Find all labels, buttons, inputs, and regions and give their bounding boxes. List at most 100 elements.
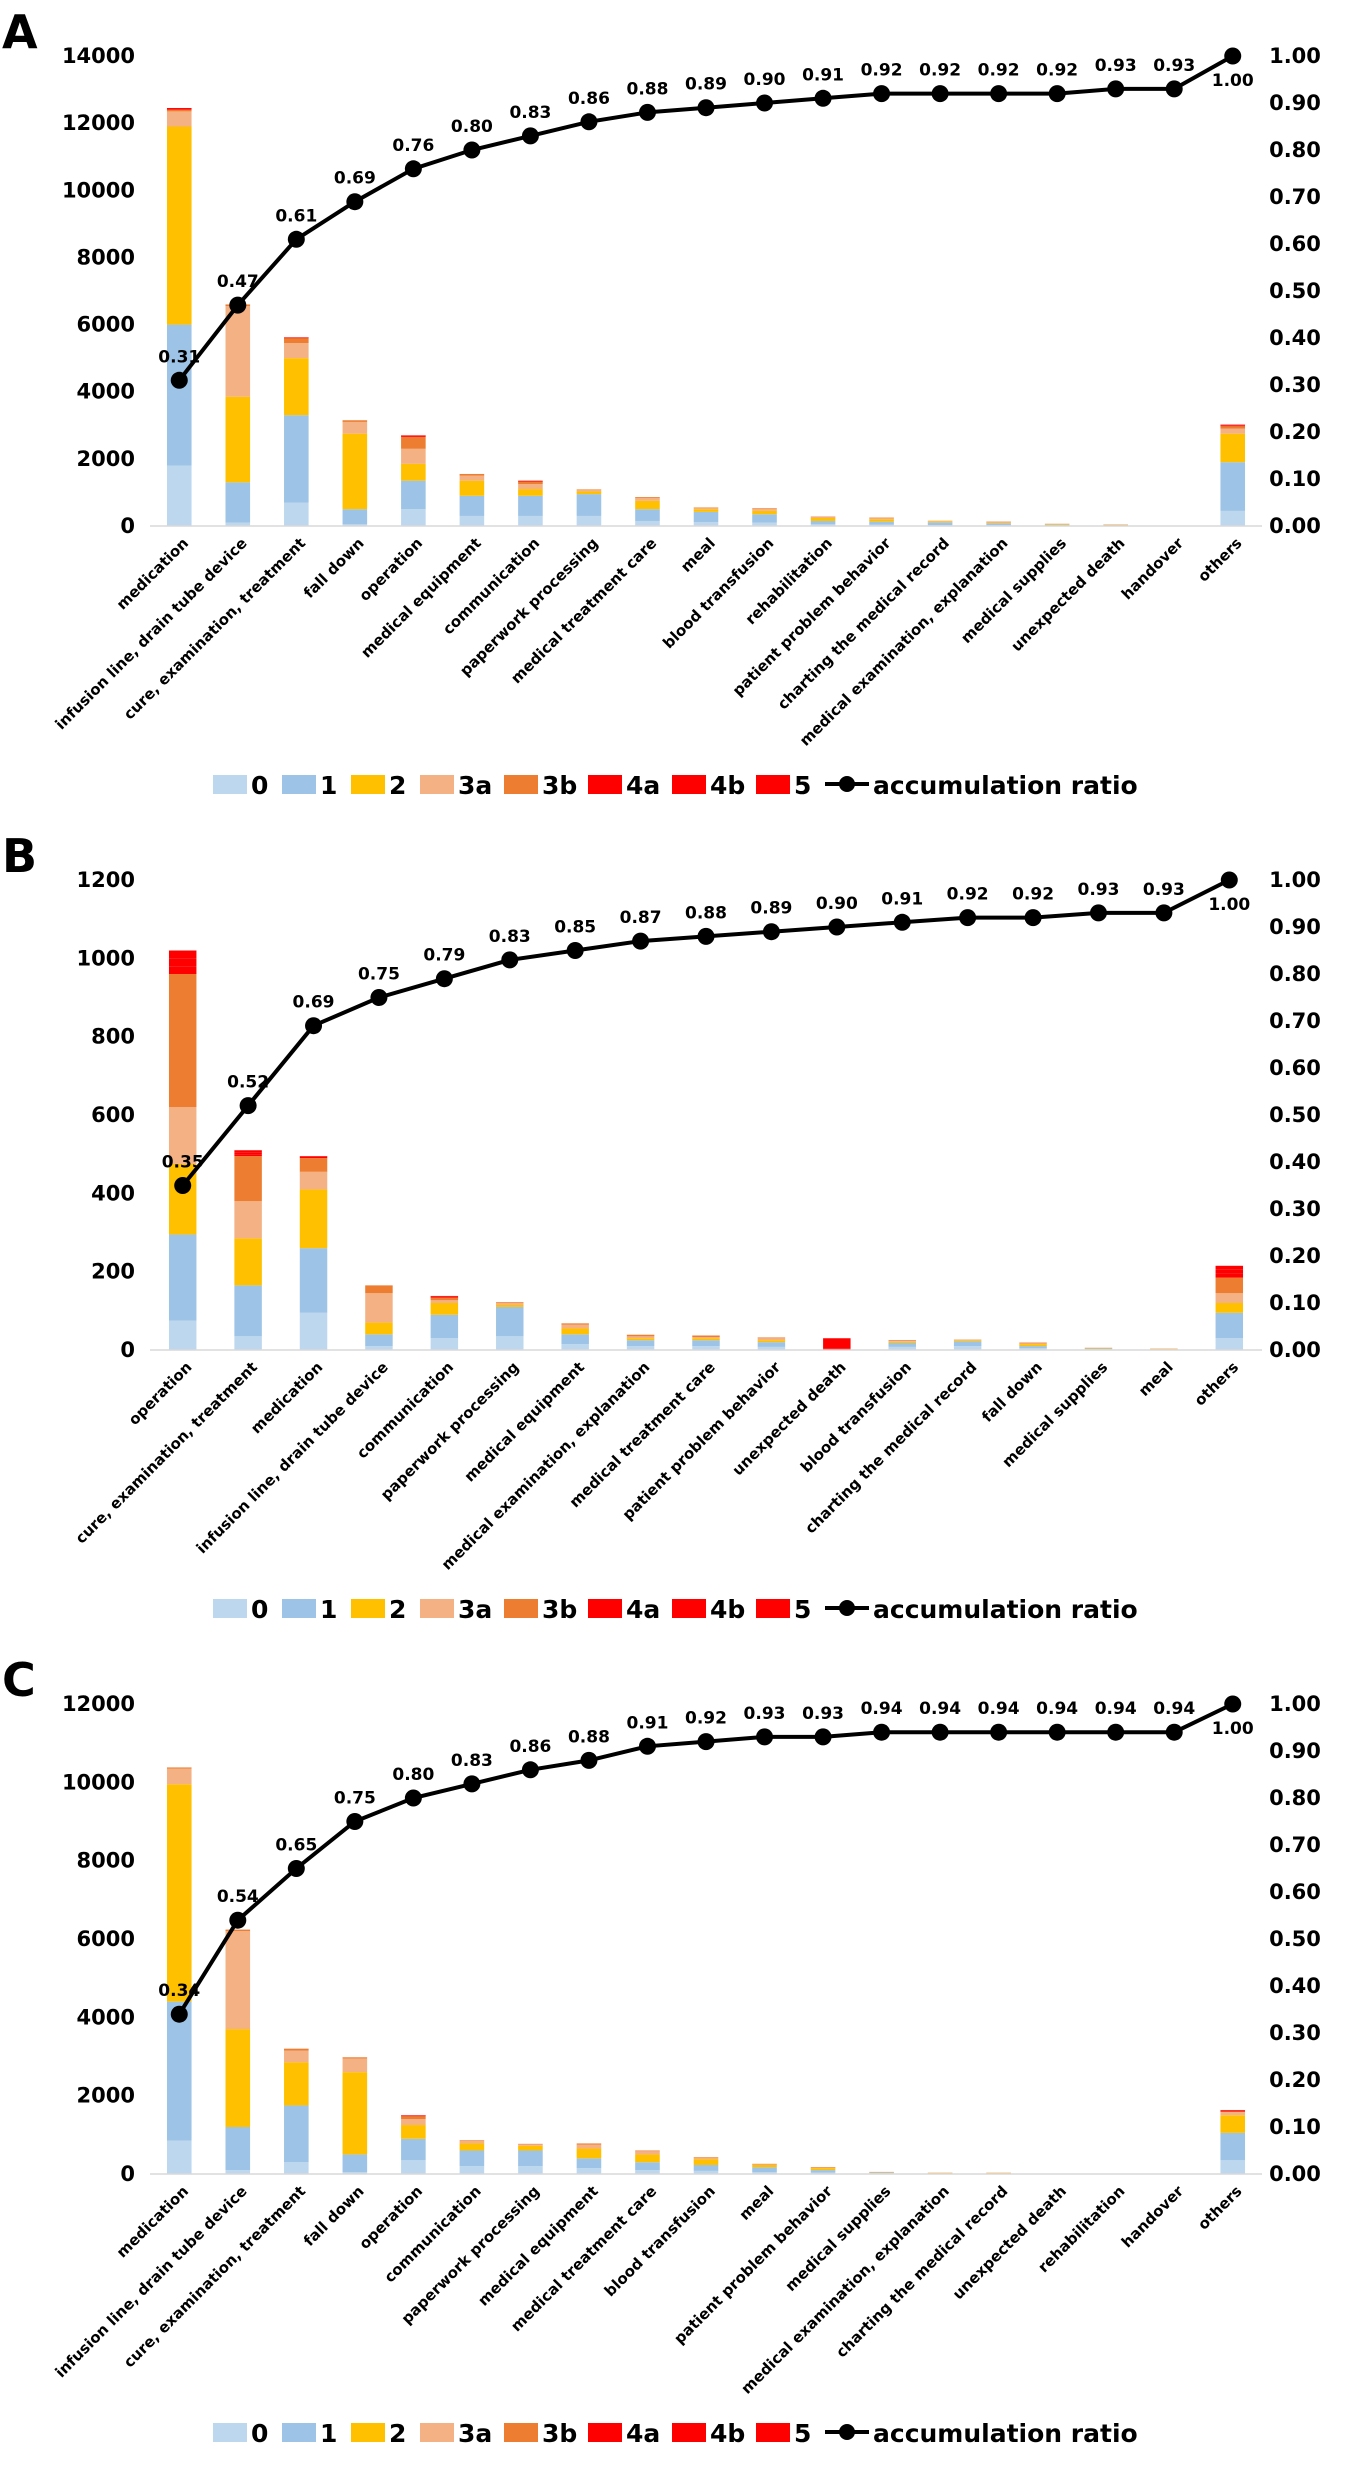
category-label-b-13: fall down [978, 1358, 1046, 1426]
bar-segment-a-18-level-4a [1220, 425, 1246, 427]
bar-segment-a-16-level-2 [1103, 524, 1128, 526]
accumulation-point-a-0 [170, 371, 188, 389]
bar-segment-c-4-level-4b [401, 2115, 426, 2116]
accumulation-point-b-13 [1024, 909, 1042, 927]
legend-swatch-a-5 [756, 775, 790, 794]
bar-segment-c-0-level-3a [166, 1768, 192, 1785]
bar-segment-a-2-level-2 [284, 358, 309, 416]
y-tick-label-c-6: 12000 [62, 1692, 135, 1716]
bar-segment-c-18-level-0 [1220, 2160, 1246, 2174]
bar-segment-a-3-level-2 [342, 433, 368, 510]
bar-segment-b-16-level-1 [1215, 1312, 1244, 1339]
accumulation-line-c [177, 1702, 1234, 2016]
bar-segment-b-1-level-3b [234, 1156, 262, 1202]
bar-segment-a-2-level-3a [284, 343, 309, 359]
legend-label-c-1: 1 [320, 2419, 337, 2448]
legend-swatch-c-3b [504, 2423, 538, 2442]
y-tick-label-b-3: 600 [91, 1103, 135, 1127]
bar-segment-b-1-level-1 [234, 1285, 262, 1337]
accumulation-label-a-10: 0.90 [744, 70, 786, 90]
bar-segment-a-4-level-3a [401, 448, 426, 464]
bar-segment-b-3-level-1 [365, 1334, 393, 1347]
accumulation-label-a-7: 0.86 [568, 89, 610, 109]
bar-segment-c-8-level-2 [635, 2154, 660, 2163]
y2-tick-label-a-10: 1.00 [1269, 44, 1321, 68]
bar-segment-c-12-level-1 [869, 2172, 894, 2174]
bar-segment-c-4-level-3b [401, 2116, 426, 2120]
accumulation-point-a-10 [756, 94, 774, 112]
bar-segment-a-11-level-3b [810, 516, 836, 518]
accumulation-label-b-12: 0.92 [947, 885, 989, 905]
legend-label-c-4a: 4a [626, 2419, 660, 2448]
bar-segment-b-12-level-2 [953, 1340, 982, 1342]
bar-segment-b-12-level-0 [953, 1346, 982, 1350]
bar-segment-a-2-level-4b [284, 337, 309, 338]
accumulation-point-c-4 [404, 1789, 422, 1807]
bar-segment-b-8-level-1 [692, 1340, 720, 1347]
bar-segment-b-5-level-1 [496, 1306, 524, 1337]
legend-swatch-c-4a [588, 2423, 622, 2442]
y2-tick-label-c-8: 0.80 [1269, 1786, 1321, 1810]
accumulation-point-b-5 [501, 951, 519, 969]
accumulation-label-a-11: 0.91 [802, 65, 844, 85]
y-tick-label-b-6: 1200 [77, 868, 135, 892]
bar-segment-c-11-level-0 [810, 2172, 836, 2174]
legend-swatch-c-5 [756, 2423, 790, 2442]
bar-segment-c-11-level-2 [810, 2168, 836, 2171]
bar-segment-b-9-level-3a [757, 1338, 786, 1341]
legend-label-c-5: 5 [794, 2419, 811, 2448]
bar-segment-b-1-level-4b [234, 1152, 262, 1155]
bar-segment-b-16-level-5 [1215, 1265, 1244, 1270]
bar-segment-b-3-level-0 [365, 1346, 393, 1350]
bar-segment-a-2-level-4a [284, 337, 309, 339]
bar-segment-c-2-level-3b [284, 2048, 309, 2051]
bar-segment-b-8-level-3b [692, 1335, 720, 1338]
accumulation-label-b-10: 0.90 [816, 894, 858, 914]
bar-segment-a-18-level-2 [1220, 433, 1246, 463]
y-tick-label-a-5: 10000 [62, 178, 135, 202]
accumulation-point-c-18 [1224, 1695, 1242, 1713]
bar-segment-b-1-level-0 [234, 1336, 262, 1350]
bar-segment-a-1-level-1 [225, 482, 251, 523]
bar-segment-c-12-level-3a [869, 2171, 894, 2173]
bar-segment-c-1-level-0 [225, 2170, 251, 2174]
bar-segment-a-4-level-2 [401, 463, 426, 481]
accumulation-point-a-14 [990, 85, 1008, 103]
bar-segment-a-5-level-3a [459, 475, 485, 481]
accumulation-point-c-2 [287, 1860, 305, 1877]
legend-swatch-a-0 [213, 775, 247, 794]
chart-panel-a: A 0 2000 4000 6000 8000 10000 12000 14000 0.00 0.1… [0, 0, 1345, 824]
accumulation-point-c-6 [521, 1761, 539, 1779]
bar-segment-a-14-level-2 [986, 522, 1011, 524]
accumulation-point-b-15 [1155, 904, 1173, 922]
bar-segment-c-11-level-3b [810, 2167, 836, 2168]
bar-segment-a-11-level-3a [810, 516, 836, 518]
accumulation-label-c-1: 0.54 [217, 1887, 259, 1907]
bar-segment-c-11-level-1 [810, 2170, 836, 2173]
bar-segment-a-14-level-3b [986, 521, 1011, 523]
bar-segment-a-1-level-3a [225, 306, 251, 397]
accumulation-point-a-3 [346, 193, 364, 211]
accumulation-point-a-11 [814, 89, 832, 107]
bar-segment-a-10-level-1 [752, 514, 777, 523]
category-label-b-6: medical equipment [461, 1358, 588, 1485]
accumulation-label-a-9: 0.89 [685, 75, 727, 95]
accumulation-label-c-3: 0.75 [334, 1789, 376, 1809]
legend-swatch-b-3a [420, 1599, 454, 1618]
legend-label-b-4a: 4a [626, 1595, 660, 1624]
legend-swatch-a-3a [420, 775, 454, 794]
accumulation-point-c-10 [756, 1728, 774, 1746]
y2-tick-label-a-3: 0.30 [1269, 373, 1321, 397]
accumulation-label-b-11: 0.91 [881, 889, 923, 909]
legend-label-c-3a: 3a [458, 2419, 492, 2448]
bar-segment-c-0-level-0 [166, 2140, 192, 2174]
legend-label-b-5: 5 [794, 1595, 811, 1624]
bar-segment-a-18-level-1 [1220, 462, 1246, 511]
bar-segment-b-6-level-0 [561, 1344, 589, 1350]
bar-segment-a-5-level-0 [459, 515, 485, 526]
category-label-b-11: blood transfusion [797, 1358, 915, 1476]
legend-swatch-c-4b [672, 2423, 706, 2442]
legend-swatch-c-0 [213, 2423, 247, 2442]
bar-segment-b-8-level-0 [692, 1346, 720, 1350]
bar-segment-a-7-level-3a [576, 489, 602, 492]
